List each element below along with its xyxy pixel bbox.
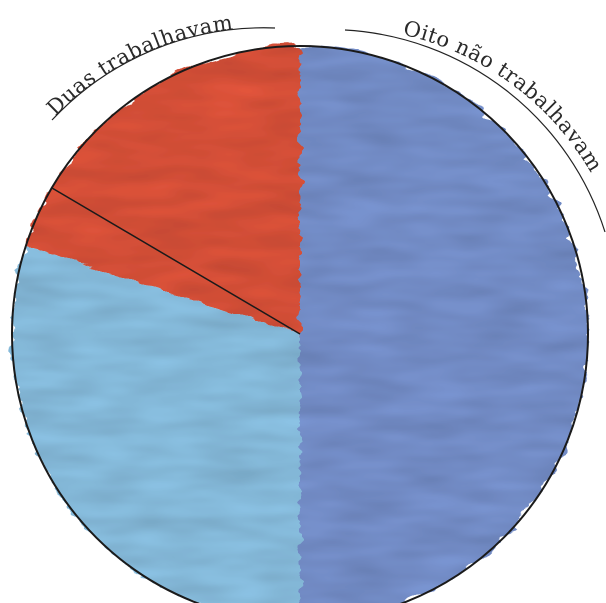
pie-slice-worked xyxy=(26,46,300,334)
pie-outline xyxy=(11,45,589,603)
pie-slices xyxy=(12,46,588,603)
bracket-worked xyxy=(51,27,276,121)
pie-slice-not_worked_a xyxy=(12,245,300,603)
slice-divider xyxy=(51,187,301,335)
pie-slice-not_worked_b xyxy=(300,46,588,603)
bracket-not-worked xyxy=(344,29,606,233)
